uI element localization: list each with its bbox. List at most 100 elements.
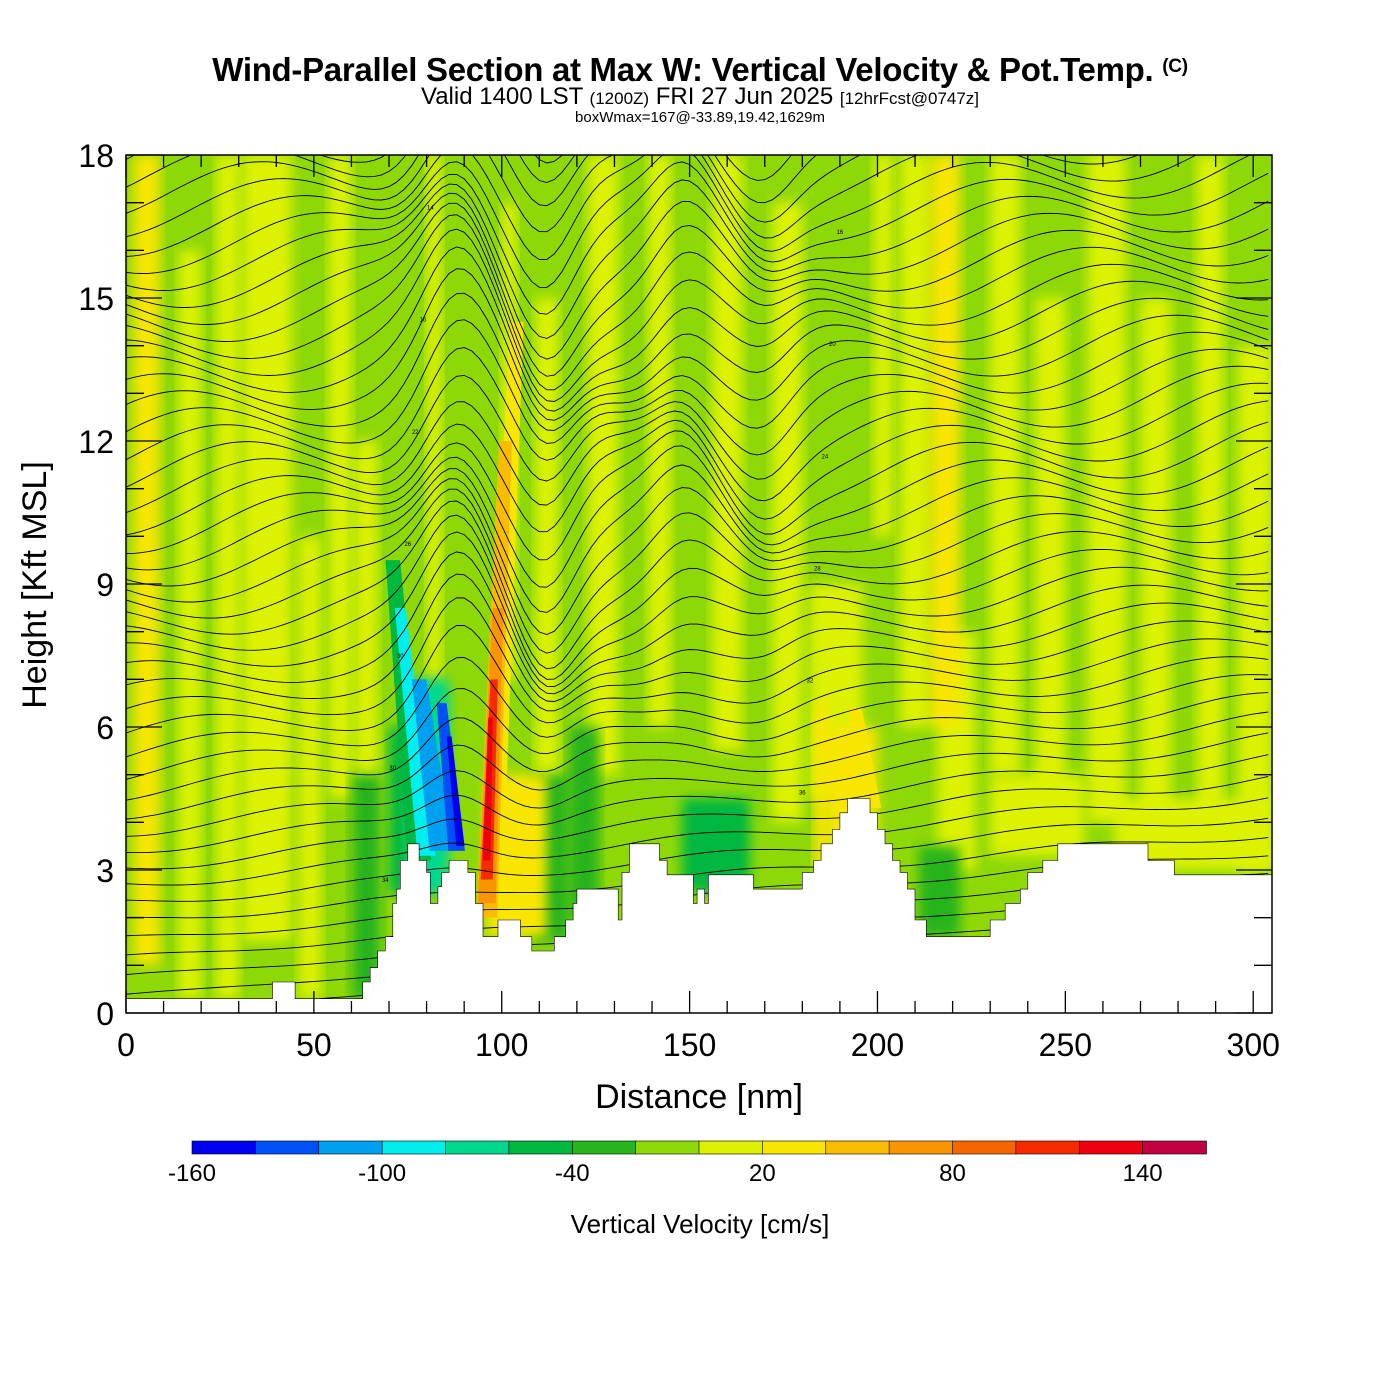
theta-contour [126,624,1269,734]
colorbar-tick-label: 140 [1123,1160,1163,1187]
theta-contour [126,837,1269,919]
theta-contour [126,656,1269,758]
velocity-cell [1140,298,1171,847]
forecast-label: [12hrFcst@0747z] [839,89,980,108]
theta-contour [126,155,792,188]
chart-title: Wind-Parallel Section at Max W: Vertical… [0,48,1400,89]
theta-contour [126,155,1140,238]
velocity-core [482,717,493,861]
velocity-field [133,155,1272,999]
chart-title-block: Wind-Parallel Section at Max W: Vertical… [0,48,1400,125]
colorbar-tick-label: -40 [555,1160,590,1187]
theta-contour [126,347,1269,461]
velocity-cell [569,727,600,918]
theta-contour [126,776,1269,870]
velocity-cell [1196,155,1224,823]
colorbar-tick-label: -100 [358,1160,406,1187]
theta-contour [126,192,1269,360]
contour-label: 16 [419,318,426,324]
colorbar-swatch [445,1140,510,1155]
velocity-cell [216,155,239,999]
theta-contour [126,161,1269,315]
axis-ticks [125,154,1272,1014]
colorbar: -160 -100 -40 20 80 140 [168,1140,1207,1187]
theta-contour [126,711,1269,820]
velocity-cell [930,155,961,727]
theta-contour [126,155,1251,288]
colorbar-tick-label: 20 [749,1160,776,1187]
velocity-cell [535,298,559,847]
theta-contour [126,573,1269,702]
contour-label: 32 [806,679,813,685]
velocity-core [411,679,454,851]
velocity-cell [328,155,352,799]
theta-contour [126,732,1269,837]
x-tick-label: 200 [851,1027,904,1063]
colorbar-swatch [381,1140,447,1155]
contour-label: 30 [397,654,404,660]
velocity-core [848,707,882,809]
valid-zulu: (1200Z) [589,89,650,108]
contour-label: 22 [412,430,419,436]
contour-label: 36 [799,791,806,797]
contour-label: 20 [829,342,836,348]
velocity-cell [178,250,202,999]
colorbar-swatch [571,1140,637,1155]
theta-contour [126,797,1269,886]
theta-contour [126,214,1269,391]
x-tick-label: 150 [663,1027,716,1063]
velocity-cell [990,155,1021,775]
y-axis: 0 3 6 9 12 15 18 [78,138,114,1032]
colorbar-tick-label: 80 [939,1160,966,1187]
theta-contour [126,551,1269,695]
x-axis: 0 50 100 150 200 250 300 [117,1027,1280,1063]
colorbar-swatch [1142,1140,1207,1155]
colorbar-swatch [762,1140,827,1155]
velocity-cell [426,155,442,680]
theta-contour [126,674,1269,780]
terrain-mask [125,798,1273,1014]
velocity-cell [588,155,619,775]
contour-label: 34 [844,118,851,124]
colorbar-swatch [255,1140,320,1155]
y-tick-label: 6 [96,710,114,746]
contour-label: 30 [389,766,396,772]
contour-label: 26 [404,542,411,548]
theta-contour [126,202,1269,377]
theta-contour [126,445,1269,588]
contour-label: 16 [837,230,844,236]
velocity-cell [990,774,1085,856]
y-tick-label: 0 [96,996,114,1032]
velocity-cell [298,536,322,999]
theta-contour [126,464,1269,613]
theta-contour [126,531,1269,688]
contour-label: 28 [814,566,821,572]
velocity-cell [648,155,671,727]
theta-contour [126,155,761,164]
x-tick-label: 300 [1227,1027,1280,1063]
colorbar-swatch [825,1140,890,1155]
plot-area: 30303436303230282624222016161434 [125,118,1273,1014]
theta-contour [126,179,1269,339]
theta-contour [126,319,1269,444]
copyright-mark: (C) [1162,56,1188,77]
theta-contour [126,488,1269,654]
colorbar-swatch [318,1140,383,1155]
colorbar-swatch [888,1140,954,1155]
colorbar-swatch [635,1140,700,1155]
box-wmax-label: boxWmax=167@-33.89,19.42,1629m [575,109,825,126]
theta-contour [126,268,1269,421]
contour-label: 24 [822,454,829,460]
theta-contour [126,228,1269,402]
colorbar-swatch [698,1140,764,1155]
y-tick-label: 18 [78,138,114,174]
colorbar-swatch [508,1140,574,1155]
valid-line: Valid 1400 LST (1200Z) FRI 27 Jun 2025 [… [0,85,1400,111]
x-axis-title: Distance [nm] [595,1078,803,1116]
theta-contour [126,500,1269,670]
colorbar-swatch [191,1140,257,1155]
colorbar-tick-label: -160 [168,1160,216,1187]
contour-label: 34 [382,878,389,884]
colorbar-swatch [952,1140,1017,1155]
